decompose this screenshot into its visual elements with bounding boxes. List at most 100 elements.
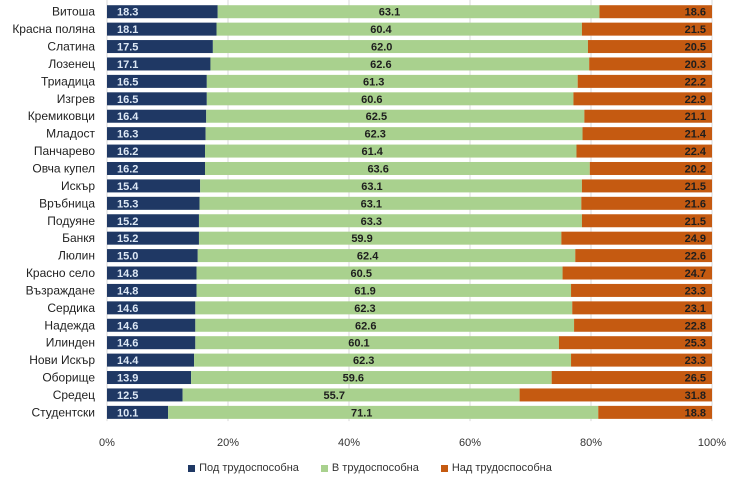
data-label: 22.6 bbox=[685, 251, 706, 263]
data-label: 22.9 bbox=[685, 94, 706, 106]
data-label: 21.5 bbox=[685, 216, 706, 228]
bar-under-working-age bbox=[107, 214, 199, 228]
data-label: 62.5 bbox=[366, 111, 387, 123]
data-label: 26.5 bbox=[685, 373, 706, 385]
category-label: Триадица bbox=[41, 74, 95, 88]
bar-under-working-age bbox=[107, 40, 213, 54]
data-label: 61.4 bbox=[361, 146, 383, 158]
data-label: 14.8 bbox=[117, 285, 138, 297]
bar-under-working-age bbox=[107, 144, 206, 158]
category-label: Младост bbox=[46, 127, 95, 141]
bar-under-working-age bbox=[107, 196, 200, 210]
category-label: Сердика bbox=[47, 301, 95, 315]
bar-over-working-age bbox=[561, 231, 712, 245]
category-label: Студентски bbox=[31, 405, 95, 419]
category-label: Кремиковци bbox=[28, 109, 95, 123]
data-label: 22.4 bbox=[685, 146, 707, 158]
data-label: 15.3 bbox=[117, 198, 138, 210]
data-label: 20.3 bbox=[685, 59, 706, 71]
bar-over-working-age bbox=[599, 5, 712, 19]
bar-over-working-age bbox=[581, 22, 712, 36]
bar-over-working-age bbox=[558, 336, 712, 350]
bar-over-working-age bbox=[598, 405, 712, 419]
legend-swatch bbox=[440, 464, 448, 472]
data-label: 60.6 bbox=[361, 94, 382, 106]
category-label: Банкя bbox=[62, 231, 95, 245]
data-label: 59.6 bbox=[343, 373, 364, 385]
data-label: 21.5 bbox=[685, 24, 706, 36]
bar-working-age bbox=[199, 196, 582, 210]
category-label: Изгрев bbox=[57, 92, 95, 106]
data-label: 20.5 bbox=[685, 42, 706, 54]
legend-swatch bbox=[320, 464, 328, 472]
data-label: 20.2 bbox=[685, 163, 706, 175]
bar-under-working-age bbox=[107, 22, 217, 36]
bar-working-age bbox=[195, 301, 573, 315]
bar-over-working-age bbox=[562, 266, 712, 280]
bars: 18.3 63.1 18.6 18.1 60.4 21.5 17.5 62.0 20.5 17.1… bbox=[107, 5, 712, 419]
bar-under-working-age bbox=[107, 92, 207, 106]
data-label: 16.2 bbox=[117, 146, 138, 158]
category-label: Илинден bbox=[46, 336, 95, 350]
bar-under-working-age bbox=[107, 74, 207, 88]
bar-under-working-age bbox=[107, 5, 218, 19]
bar-over-working-age bbox=[589, 57, 712, 71]
x-tick-label: 80% bbox=[580, 437, 602, 449]
data-label: 10.1 bbox=[117, 407, 138, 419]
data-label: 63.1 bbox=[361, 181, 382, 193]
legend-item-over-working-age: Над трудоспособна bbox=[440, 462, 552, 474]
data-label: 23.3 bbox=[685, 285, 706, 297]
data-label: 17.1 bbox=[117, 59, 138, 71]
bar-over-working-age bbox=[581, 179, 712, 193]
x-tick-label: 0% bbox=[99, 437, 115, 449]
bar-working-age bbox=[206, 109, 585, 123]
legend-label: Над трудоспособна bbox=[451, 462, 552, 474]
bar-over-working-age bbox=[589, 161, 712, 175]
bar-working-age bbox=[206, 92, 574, 106]
category-label: Нови Искър bbox=[29, 353, 95, 367]
bar-under-working-age bbox=[107, 388, 183, 402]
bar-working-age bbox=[197, 249, 576, 263]
bar-working-age bbox=[182, 388, 520, 402]
bar-under-working-age bbox=[107, 179, 201, 193]
bar-working-age bbox=[206, 74, 578, 88]
data-label: 62.6 bbox=[355, 320, 376, 332]
data-label: 60.4 bbox=[370, 24, 392, 36]
data-label: 14.8 bbox=[117, 268, 138, 280]
bar-over-working-age bbox=[571, 353, 712, 367]
data-label: 18.3 bbox=[117, 7, 138, 19]
bar-under-working-age bbox=[107, 283, 197, 297]
bar-over-working-age bbox=[587, 40, 712, 54]
bar-over-working-age bbox=[572, 301, 712, 315]
data-label: 63.1 bbox=[379, 7, 400, 19]
data-label: 18.6 bbox=[685, 7, 706, 19]
data-label: 21.4 bbox=[685, 129, 707, 141]
bar-under-working-age bbox=[107, 405, 169, 419]
bar-over-working-age bbox=[519, 388, 712, 402]
bar-over-working-age bbox=[574, 318, 712, 332]
legend-label: Под трудоспособна bbox=[199, 462, 299, 474]
data-label: 15.0 bbox=[117, 251, 138, 263]
bar-over-working-age bbox=[576, 144, 712, 158]
bar-under-working-age bbox=[107, 161, 206, 175]
category-label: Надежда bbox=[44, 318, 95, 332]
x-tick-label: 20% bbox=[217, 437, 239, 449]
data-label: 16.2 bbox=[117, 163, 138, 175]
data-label: 21.5 bbox=[685, 181, 706, 193]
data-label: 62.3 bbox=[353, 355, 374, 367]
category-label: Лозенец bbox=[48, 57, 95, 71]
data-label: 61.9 bbox=[354, 285, 375, 297]
bar-working-age bbox=[194, 353, 572, 367]
category-label: Оборище bbox=[42, 371, 95, 385]
category-labels: Витоша Красна поляна Слатина Лозенец Триадиц… bbox=[12, 5, 95, 420]
bar-working-age bbox=[198, 214, 582, 228]
data-label: 24.9 bbox=[685, 233, 706, 245]
category-label: Искър bbox=[61, 179, 95, 193]
bar-under-working-age bbox=[107, 249, 198, 263]
bar-under-working-age bbox=[107, 109, 207, 123]
data-label: 24.7 bbox=[685, 268, 706, 280]
category-label: Красна поляна bbox=[12, 22, 95, 36]
legend-item-under-working-age: Под трудоспособна bbox=[188, 462, 299, 474]
data-label: 22.2 bbox=[685, 76, 706, 88]
